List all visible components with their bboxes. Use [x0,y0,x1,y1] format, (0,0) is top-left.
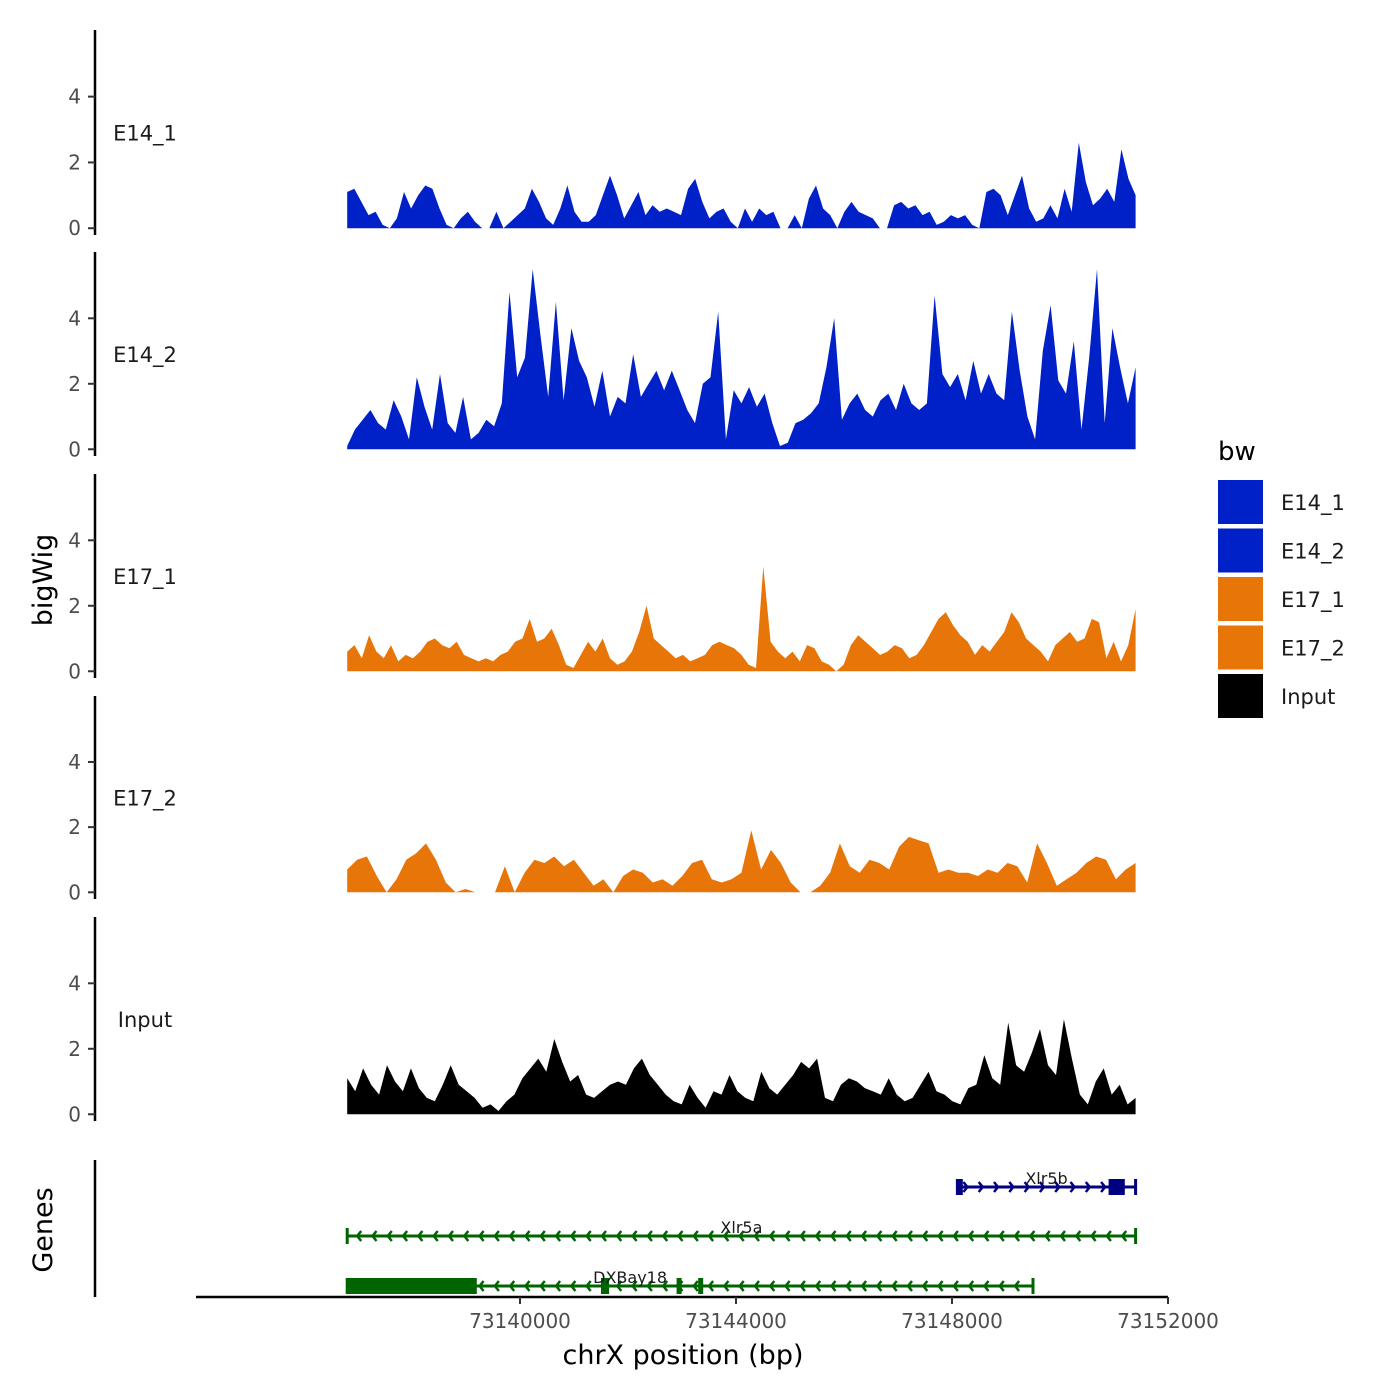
exon [676,1278,682,1294]
gene-label: Xlr5b [1025,1169,1067,1188]
legend: bw E14_1 E14_2 E17_1 E17_2 Input [1218,437,1345,718]
track-e14_1: 0 2 4 E14_1 [68,30,1136,240]
gene-xlr5a: Xlr5a [345,1218,1138,1244]
x-tick-label: 73140000 [469,1309,571,1333]
plot-panel: 0 2 4 E14_1 0 2 4 E14_2 0 2 4 E17_1 0 2 4 E17_2 0 2 4 Input… [68,30,1219,1333]
gene-track: Xlr5b Xlr5a DXBay18 [93,1160,1138,1297]
track-label: E14_1 [113,122,177,147]
track-label: Input [118,1008,172,1032]
y-tick-label: 4 [68,971,81,995]
y-tick-label: 0 [68,1102,81,1126]
strand-chevrons [962,1181,1123,1193]
exon [698,1278,704,1294]
y-tick-label: 4 [68,750,81,774]
y-tick-label: 2 [68,594,81,618]
x-axis-title: chrX position (bp) [562,1340,803,1371]
legend-swatch-input [1218,674,1263,718]
legend-title: bw [1218,437,1256,467]
y-tick-label: 2 [68,1037,81,1061]
track-label: E17_1 [113,565,177,590]
gene-xlr5b: Xlr5b [955,1169,1138,1195]
y-tick-label: 0 [68,437,81,461]
track-label: E14_2 [113,343,177,368]
y-axis-title: bigWig [28,534,59,627]
track-label: E17_2 [113,787,177,812]
x-tick-label: 73148000 [901,1309,1003,1333]
exon [601,1278,610,1294]
y-tick-label: 0 [68,216,81,240]
x-tick-label: 73152000 [1117,1309,1219,1333]
legend-label: E14_1 [1281,491,1345,516]
gene-label: DXBay18 [593,1268,667,1287]
y-tick-label: 2 [68,372,81,396]
strand-chevrons [355,1230,1128,1242]
x-axis: 73140000 73144000 73148000 73152000 [196,1295,1219,1333]
y-tick-label: 4 [68,306,81,330]
legend-swatch-e14_2 [1218,528,1263,573]
y-tick-label: 4 [68,85,81,109]
y-tick-label: 4 [68,528,81,552]
signal-area-e14_2 [347,269,1136,450]
signal-area-e17_2 [347,830,1136,893]
track-e17_2: 0 2 4 E17_2 [68,696,1136,904]
x-tick-label: 73144000 [685,1309,787,1333]
signal-area-e14_1 [347,142,1136,229]
signal-area-e17_1 [347,566,1136,672]
y-tick-label: 0 [68,659,81,683]
legend-swatch-e14_1 [1218,480,1263,524]
genes-axis-title: Genes [28,1187,59,1272]
track-e14_2: 0 2 4 E14_2 [68,252,1136,461]
y-tick-label: 2 [68,150,81,174]
y-tick-label: 0 [68,880,81,904]
signal-area-input [347,1019,1136,1115]
exon [347,1278,477,1294]
gene-dxbay18: DXBay18 [345,1268,1035,1294]
exon [957,1179,963,1195]
legend-swatch-e17_1 [1218,577,1263,621]
bigwig-tracks: 0 2 4 E14_1 0 2 4 E14_2 0 2 4 E17_1 0 2 4 E17_2 0 2 4 Input [68,30,1136,1126]
exon [1108,1179,1125,1195]
legend-label: Input [1281,685,1335,709]
legend-label: E14_2 [1281,540,1345,565]
legend-swatch-e17_2 [1218,625,1263,670]
track-input: 0 2 4 Input [68,917,1136,1126]
track-e17_1: 0 2 4 E17_1 [68,474,1136,683]
legend-label: E17_1 [1281,588,1345,613]
y-tick-label: 2 [68,815,81,839]
gene-label: Xlr5a [720,1218,762,1237]
legend-label: E17_2 [1281,637,1345,662]
